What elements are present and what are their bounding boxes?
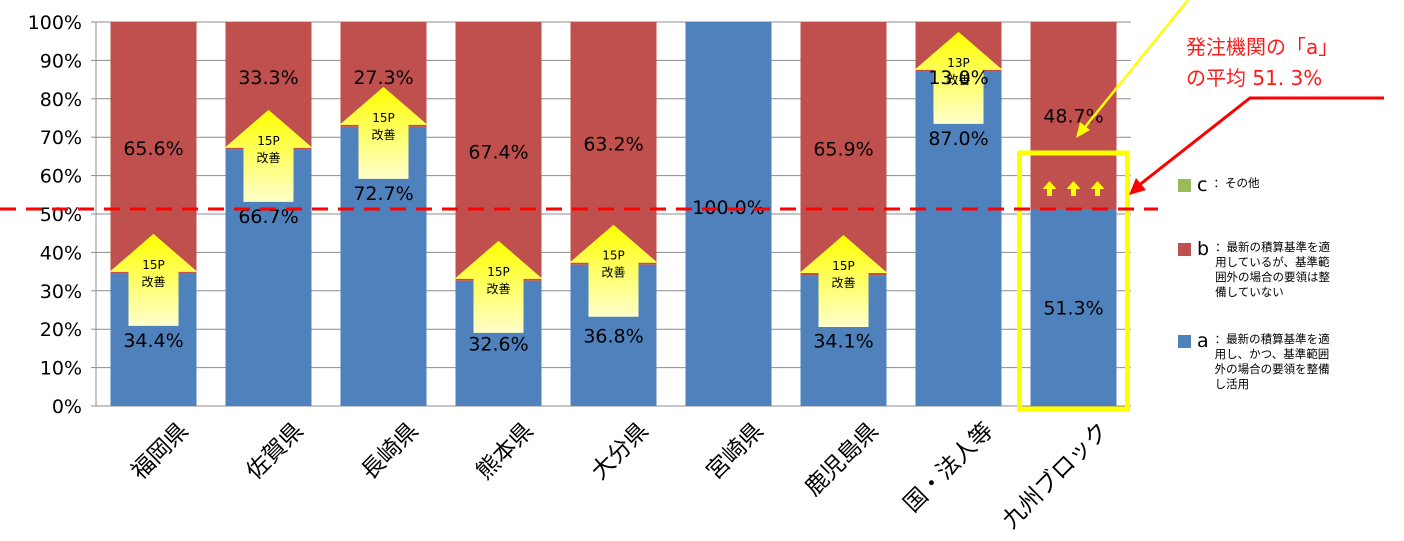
improvement-arrow — [224, 109, 313, 202]
x-tick-label: 九州ブロック — [998, 418, 1114, 534]
small-up-arrow — [1090, 181, 1105, 196]
x-tick-label: 宮崎県 — [702, 418, 769, 485]
bar-a — [1030, 209, 1117, 406]
average-annotation: 発注機関の「a」 の平均 51. 3% — [1186, 35, 1339, 90]
legend-desc-c: ：その他 — [1213, 176, 1260, 190]
legend-swatch-a — [1178, 335, 1191, 348]
legend-swatch-b — [1178, 243, 1191, 256]
data-label-a: 51.3% — [1043, 298, 1103, 320]
legend-key-c: c — [1197, 174, 1208, 196]
bar-b — [110, 22, 197, 274]
legend-item-c: c ：その他 — [1178, 176, 1335, 195]
x-tick-label: 長崎県 — [357, 418, 424, 485]
bar-a — [915, 71, 1002, 407]
data-label-b: 63.2% — [583, 133, 643, 155]
y-tick-label: 40% — [40, 242, 82, 264]
arrow-label: 15P — [142, 258, 165, 272]
y-tick-label: 100% — [28, 12, 82, 34]
legend-desc-a: ：最新の積算基準を適用し、かつ、基準範囲外の場合の要領を整備し活用 — [1214, 332, 1330, 391]
yellow-callout-arrow — [1080, 0, 1189, 133]
legend-item-b: b ：最新の積算基準を適用しているが、基準範囲外の場合の要領は整備していない — [1178, 240, 1337, 300]
arrow-label: 15P — [487, 265, 510, 279]
improvement-arrow — [569, 224, 658, 317]
small-up-arrow — [1066, 181, 1081, 196]
data-label-a: 72.7% — [353, 183, 413, 205]
small-up-arrow — [1042, 181, 1057, 196]
data-label-a: 36.8% — [583, 325, 643, 347]
arrow-label: 15P — [257, 134, 280, 148]
arrow-label: 15P — [372, 111, 395, 125]
arrow-label: 改善 — [256, 150, 280, 165]
yellow-callout-arrowhead — [1076, 122, 1090, 138]
y-tick-label: 10% — [40, 358, 82, 380]
y-tick-label: 70% — [40, 127, 82, 149]
x-tick-label: 鹿児島県 — [800, 418, 883, 501]
legend-key-b: b — [1197, 238, 1210, 260]
arrow-label: 15P — [832, 259, 855, 273]
bar-b — [1030, 22, 1117, 210]
arrow-label: 改善 — [141, 274, 165, 289]
legend-key-a: a — [1197, 330, 1209, 352]
data-label-b: 65.9% — [813, 139, 873, 161]
x-tick-label: 佐賀県 — [242, 418, 309, 485]
y-tick-label: 80% — [40, 89, 82, 111]
data-label-b: 27.3% — [353, 67, 413, 89]
data-label-a: 66.7% — [238, 206, 298, 228]
improvement-arrow — [914, 31, 1003, 124]
legend-item-a: a ：最新の積算基準を適用し、かつ、基準範囲外の場合の要領を整備し活用 — [1178, 332, 1337, 392]
data-label-a: 34.1% — [813, 331, 873, 353]
improvement-arrow — [339, 86, 428, 179]
data-label-a: 34.4% — [123, 330, 183, 352]
y-tick-label: 90% — [40, 50, 82, 72]
y-tick-label: 50% — [40, 204, 82, 226]
data-label-b: 65.6% — [123, 138, 183, 160]
bar-a — [685, 22, 772, 406]
data-label-b: 13.0% — [928, 67, 988, 89]
legend-swatch-c — [1178, 179, 1191, 192]
data-label-a: 32.6% — [468, 333, 528, 355]
improvement-arrow — [109, 233, 198, 326]
x-tick-label: 熊本県 — [472, 418, 539, 485]
arrow-label: 改善 — [371, 127, 395, 142]
arrow-label: 改善 — [601, 265, 625, 280]
y-tick-label: 20% — [40, 319, 82, 341]
x-tick-label: 福岡県 — [127, 418, 194, 485]
y-tick-label: 0% — [52, 396, 82, 418]
x-tick-label: 大分県 — [587, 418, 654, 485]
x-tick-label: 国・法人等 — [899, 418, 999, 518]
data-label-b: 33.3% — [238, 67, 298, 89]
bar-b — [570, 22, 657, 265]
bar-b — [800, 22, 887, 276]
y-tick-label: 30% — [40, 281, 82, 303]
arrow-label: 改善 — [486, 281, 510, 296]
highlight-box — [1017, 150, 1130, 412]
legend-desc-b: ：最新の積算基準を適用しているが、基準範囲外の場合の要領は整備していない — [1215, 240, 1331, 299]
data-label-b: 67.4% — [468, 141, 528, 163]
data-label-a: 87.0% — [928, 128, 988, 150]
improvement-arrow — [799, 235, 888, 328]
red-callout-arrowhead — [1129, 178, 1146, 195]
arrow-label: 13P — [947, 56, 970, 70]
bar-b — [455, 22, 542, 281]
arrow-label: 改善 — [946, 72, 970, 87]
red-callout-arrow — [1137, 96, 1384, 188]
improvement-arrow — [454, 240, 543, 333]
arrow-label: 改善 — [831, 275, 855, 290]
y-tick-label: 60% — [40, 166, 82, 188]
arrow-label: 15P — [602, 249, 625, 263]
